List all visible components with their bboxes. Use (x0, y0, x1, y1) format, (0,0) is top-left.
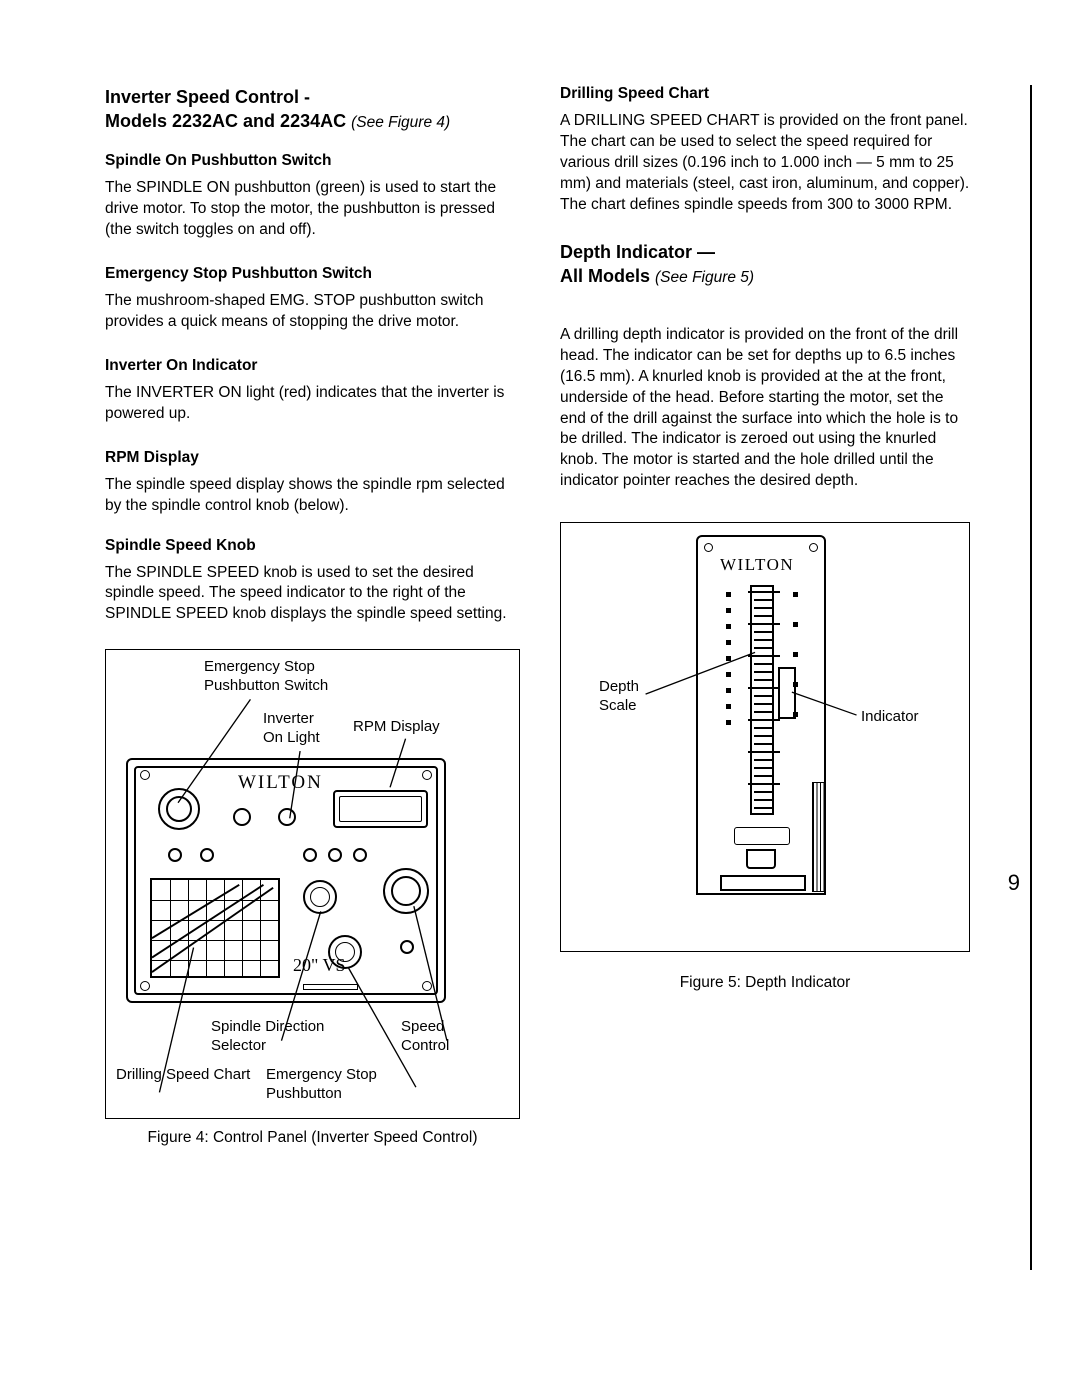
page-number: 9 (1008, 870, 1020, 896)
left-main-heading: Inverter Speed Control - Models 2232AC a… (105, 85, 520, 134)
label-text: Control (401, 1037, 449, 1054)
rpm-heading: RPM Display (105, 449, 520, 467)
speed-knob-heading: Spindle Speed Knob (105, 537, 520, 555)
heading-line1: Inverter Speed Control - (105, 87, 310, 107)
spindle-on-heading: Spindle On Pushbutton Switch (105, 152, 520, 170)
heading-line1: Depth Indicator — (560, 242, 715, 262)
right-column: Drilling Speed Chart A DRILLING SPEED CH… (560, 85, 970, 1147)
figure-5-box: Depth Scale Indicator WILTON (560, 522, 970, 952)
figure-5-caption: Figure 5: Depth Indicator (560, 974, 970, 992)
emg-stop-heading: Emergency Stop Pushbutton Switch (105, 265, 520, 283)
figure-4-diagram: Emergency Stop Pushbutton Switch Inverte… (116, 658, 509, 1108)
depth-indicator-heading: Depth Indicator — All Models (See Figure… (560, 240, 970, 289)
heading-see-figure: (See Figure 4) (351, 114, 450, 131)
drilling-chart-text: A DRILLING SPEED CHART is provided on th… (560, 111, 970, 216)
figure-4-caption: Figure 4: Control Panel (Inverter Speed … (105, 1129, 520, 1147)
drilling-chart-heading: Drilling Speed Chart (560, 85, 970, 103)
manual-page: Inverter Speed Control - Models 2232AC a… (0, 0, 1080, 1187)
inverter-on-heading: Inverter On Indicator (105, 357, 520, 375)
left-column: Inverter Speed Control - Models 2232AC a… (105, 85, 520, 1147)
label-speed-control: Speed Control (401, 1018, 449, 1056)
label-text: Speed (401, 1018, 444, 1035)
depth-indicator-text: A drilling depth indicator is provided o… (560, 325, 970, 492)
label-text: Emergency Stop (266, 1066, 377, 1083)
heading-line2: Models 2232AC and 2234AC (105, 111, 351, 131)
inverter-on-text: The INVERTER ON light (red) indicates th… (105, 383, 520, 425)
figure-4-box: Emergency Stop Pushbutton Switch Inverte… (105, 649, 520, 1119)
label-text: Pushbutton (266, 1085, 342, 1102)
label-text: Selector (211, 1037, 266, 1054)
heading-see-figure: (See Figure 5) (655, 269, 754, 286)
heading-line2: All Models (560, 266, 655, 286)
margin-rule (1030, 85, 1033, 1270)
spindle-on-text: The SPINDLE ON pushbutton (green) is use… (105, 178, 520, 241)
emg-stop-text: The mushroom-shaped EMG. STOP pushbutton… (105, 291, 520, 333)
label-text: Spindle Direction (211, 1018, 324, 1035)
speed-knob-text: The SPINDLE SPEED knob is used to set th… (105, 563, 520, 626)
rpm-text: The spindle speed display shows the spin… (105, 475, 520, 517)
label-spindle-direction: Spindle Direction Selector (211, 1018, 324, 1056)
callout-lines (561, 523, 969, 951)
label-emg-stop-button: Emergency Stop Pushbutton (266, 1066, 377, 1104)
label-drilling-chart: Drilling Speed Chart (116, 1066, 250, 1085)
